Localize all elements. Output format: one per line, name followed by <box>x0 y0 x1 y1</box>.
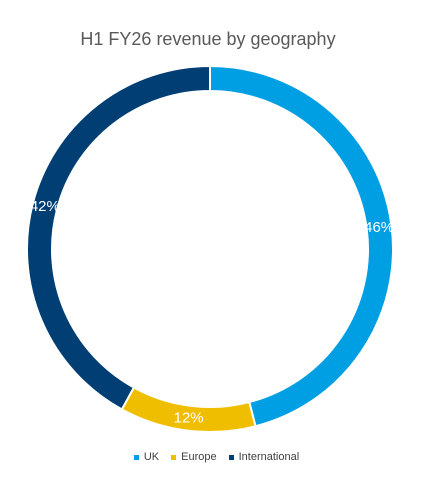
legend-item-uk: UK <box>133 451 160 463</box>
chart-legend: UK Europe International <box>0 451 433 463</box>
data-label-international: 42% <box>30 198 60 215</box>
chart-title: H1 FY26 revenue by geography <box>80 29 336 49</box>
legend-swatch-international <box>228 454 234 460</box>
legend-label-uk: UK <box>143 451 160 463</box>
data-label-uk: 46% <box>364 219 394 236</box>
legend-item-europe: Europe <box>171 451 217 463</box>
data-label-europe: 12% <box>174 410 204 427</box>
slice-uk <box>209 64 394 428</box>
legend-label-europe: Europe <box>181 451 217 463</box>
slice-international <box>26 64 211 411</box>
legend-label-international: International <box>238 451 300 463</box>
legend-item-international: International <box>228 451 300 463</box>
legend-swatch-uk <box>133 454 139 460</box>
legend-swatch-europe <box>171 454 177 460</box>
